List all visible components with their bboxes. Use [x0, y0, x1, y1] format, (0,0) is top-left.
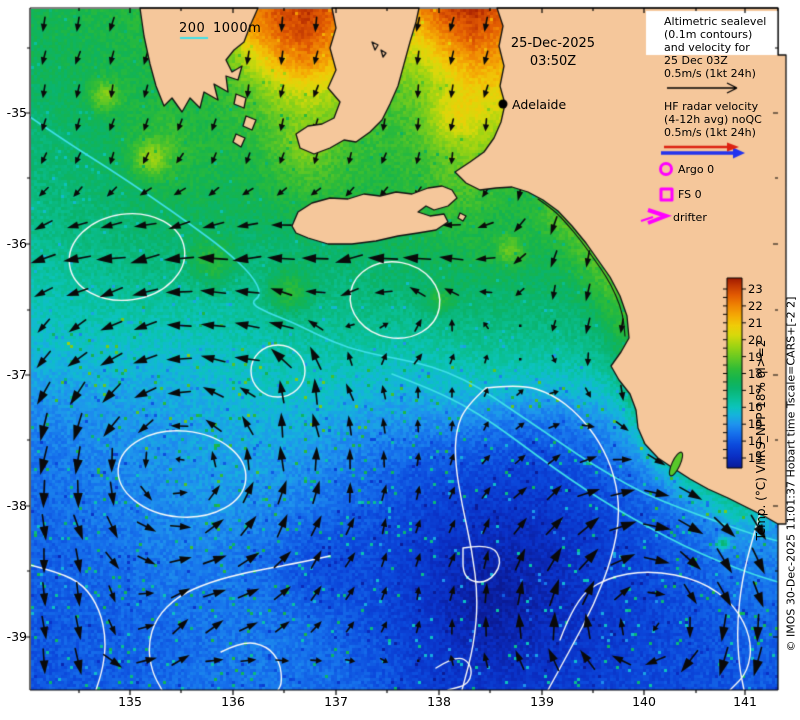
sst-map-canvas	[0, 0, 800, 720]
ocean-current-map-figure: 200 1000m 25-Dec-2025 03:50Z Adelaide Al…	[0, 0, 800, 720]
